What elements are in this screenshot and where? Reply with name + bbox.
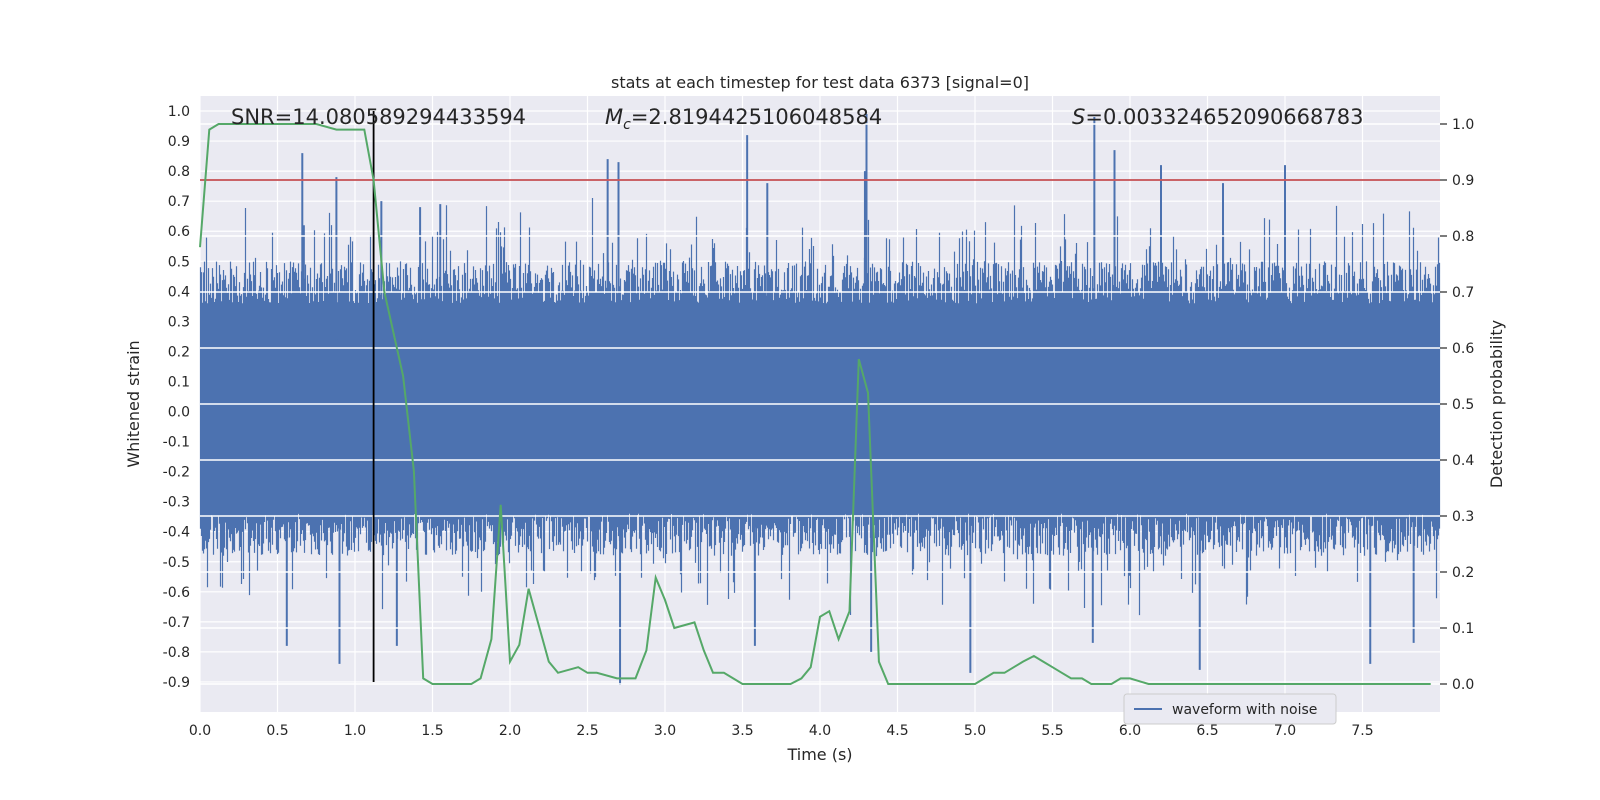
- right-tick-label: 0.6: [1452, 341, 1474, 357]
- annotation-mc: Mc=2.8194425106048584: [605, 105, 882, 133]
- x-tick-label: 0.0: [189, 723, 211, 739]
- y-tick-label: -0.8: [163, 645, 190, 661]
- x-tick-label: 0.5: [266, 723, 288, 739]
- x-tick-label: 7.0: [1274, 723, 1296, 739]
- y-tick-label: -0.2: [163, 465, 190, 481]
- annotation-s: S=0.003324652090668783: [1072, 105, 1363, 129]
- waveform-core: [200, 339, 1440, 490]
- x-tick-label: 1.0: [344, 723, 366, 739]
- x-tick-label: 3.5: [731, 723, 753, 739]
- legend-box: [1123, 693, 1337, 725]
- y-tick-label: -0.9: [163, 675, 190, 691]
- chart-title: stats at each timestep for test data 637…: [611, 73, 1029, 92]
- x-tick-label: 7.5: [1351, 723, 1373, 739]
- legend-entry-waveform: waveform with noise: [1172, 702, 1317, 718]
- x-axis-label: Time (s): [786, 745, 852, 764]
- right-tick-label: 0.5: [1452, 397, 1474, 413]
- right-tick-label: 1.0: [1452, 117, 1474, 133]
- waveform-spikes: [285, 114, 1415, 685]
- y-tick-label: -0.5: [163, 555, 190, 571]
- x-tick-label: 6.0: [1119, 723, 1141, 739]
- y-tick-label: -0.7: [163, 615, 190, 631]
- x-tick-label: 4.5: [886, 723, 908, 739]
- x-tick-label: 1.5: [421, 723, 443, 739]
- x-tick-label: 5.5: [1041, 723, 1063, 739]
- right-tick-label: 0.9: [1452, 173, 1474, 189]
- y-tick-label: -0.4: [163, 525, 190, 541]
- annotation-s-value: =0.003324652090668783: [1085, 105, 1363, 129]
- annotation-mc-symbol: M: [605, 105, 623, 129]
- right-tick-label: 0.3: [1452, 509, 1474, 525]
- right-tick-label: 0.2: [1452, 565, 1474, 581]
- y-tick-label: 0.0: [168, 405, 190, 421]
- right-tick-label: 0.8: [1452, 229, 1474, 245]
- y-tick-label: -0.1: [163, 435, 190, 451]
- annotation-mc-subscript: c: [623, 117, 631, 133]
- y-tick-label: 0.6: [168, 224, 190, 240]
- y-tick-label: 0.7: [168, 194, 190, 210]
- annotation-s-symbol: S: [1072, 105, 1085, 129]
- y-tick-label: 0.1: [168, 374, 190, 390]
- y-tick-label: 0.8: [168, 164, 190, 180]
- y-tick-label: 0.2: [168, 344, 190, 360]
- y-axis-label: Whitened strain: [124, 340, 143, 467]
- x-tick-label: 3.0: [654, 723, 676, 739]
- x-tick-label: 6.5: [1196, 723, 1218, 739]
- y-tick-label: 0.9: [168, 134, 190, 150]
- right-tick-label: 0.7: [1452, 285, 1474, 301]
- legend: waveform with noise: [1123, 693, 1337, 725]
- x-tick-label: 4.0: [809, 723, 831, 739]
- y-tick-label: -0.6: [163, 585, 190, 601]
- y-tick-label: 0.4: [168, 284, 190, 300]
- y-axis-ticks: 1.0 0.9 0.8 0.7 0.6 0.5 0.4 0.3 0.2 0.1 0.0 -0.1 -0.…: [163, 104, 190, 691]
- right-tick-label: 0.4: [1452, 453, 1474, 469]
- right-tick-label: 0.1: [1452, 621, 1474, 637]
- x-tick-label: 2.0: [499, 723, 521, 739]
- right-axis-label: Detection probability: [1487, 320, 1506, 488]
- y-tick-label: -0.3: [163, 495, 190, 511]
- y-tick-label: 0.5: [168, 254, 190, 270]
- series-line-detection-probability: [199, 123, 1431, 685]
- right-tick-label: 0.0: [1452, 677, 1474, 693]
- x-tick-label: 5.0: [964, 723, 986, 739]
- y-tick-label: 0.3: [168, 314, 190, 330]
- y-tick-label: 1.0: [168, 104, 190, 120]
- x-axis-ticks: 0.0 0.5 1.0 1.5 2.0 2.5 3.0 3.5 4.0 4.5 5.0 5.5 6.0 6…: [189, 723, 1374, 739]
- right-axis-ticks: 1.0 0.9 0.8 0.7 0.6 0.5 0.4 0.3 0.2 0.1 0.0: [1440, 117, 1474, 693]
- annotation-mc-value: =2.8194425106048584: [631, 105, 882, 129]
- x-tick-label: 2.5: [576, 723, 598, 739]
- annotation-snr: SNR=14.080589294433594: [231, 105, 526, 129]
